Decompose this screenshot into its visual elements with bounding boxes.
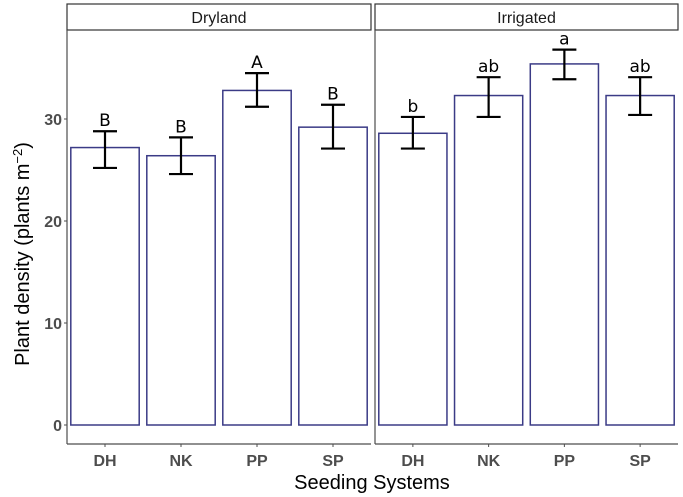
significance-letter: B [175, 117, 187, 137]
error-bar [628, 76, 653, 117]
significance-letter: B [327, 85, 339, 105]
y-axis-title: Plant density (plants m−2) [10, 142, 35, 366]
x-axis-title: Seeding Systems [294, 472, 450, 494]
y-tick-label: 0 [53, 418, 62, 435]
significance-letter: a [559, 30, 569, 50]
facet-strip-label: Irrigated [497, 10, 556, 27]
facet-strip [374, 3, 679, 31]
x-tick-label: SP [629, 453, 651, 470]
x-tick-label: DH [93, 453, 116, 470]
y-axis-title-close: ) [12, 142, 34, 149]
y-tick-label: 20 [44, 214, 62, 231]
error-bar [321, 103, 345, 150]
bar-nk [453, 94, 524, 426]
error-bar [400, 115, 425, 150]
significance-letter: b [407, 97, 418, 117]
y-axis: 0 10 20 30 [44, 30, 376, 444]
x-tick-label: DH [401, 453, 424, 470]
facet-panel-dryland: Dryland B DH B NK A PP B SP [66, 3, 372, 470]
bar-pp [222, 89, 292, 426]
error-bar [476, 76, 501, 119]
x-tick-label: PP [554, 453, 576, 470]
facet-strip [66, 3, 372, 31]
bar-nk [146, 154, 216, 426]
significance-letter: ab [630, 57, 651, 77]
facet-strip-label: Dryland [191, 10, 246, 27]
y-tick-label: 10 [44, 316, 62, 333]
y-axis-title-main: Plant density (plants m [12, 164, 34, 366]
x-tick-label: PP [246, 453, 268, 470]
x-tick-label: SP [322, 453, 344, 470]
bar-pp [529, 63, 600, 426]
facet-panel-irrigated: Irrigated b DH ab NK a PP ab SP [374, 3, 679, 470]
y-tick-label: 30 [44, 112, 62, 129]
bar-dh [70, 146, 140, 426]
error-bar [245, 71, 269, 108]
x-tick-label: NK [477, 453, 501, 470]
x-tick-label: NK [169, 453, 193, 470]
error-bar [552, 48, 577, 81]
bar-dh [378, 132, 448, 426]
significance-letter: ab [478, 57, 499, 77]
error-bar [93, 130, 117, 170]
facet-panels: Dryland B DH B NK A PP B SP Irrigated b DH ab NK a PP ab… [66, 3, 679, 470]
significance-letter: B [99, 111, 111, 131]
bar-sp [298, 126, 368, 426]
bar-sp [605, 94, 675, 426]
significance-letter: A [251, 53, 263, 73]
y-axis-title-sup: −2 [10, 149, 25, 164]
error-bar [169, 136, 193, 176]
